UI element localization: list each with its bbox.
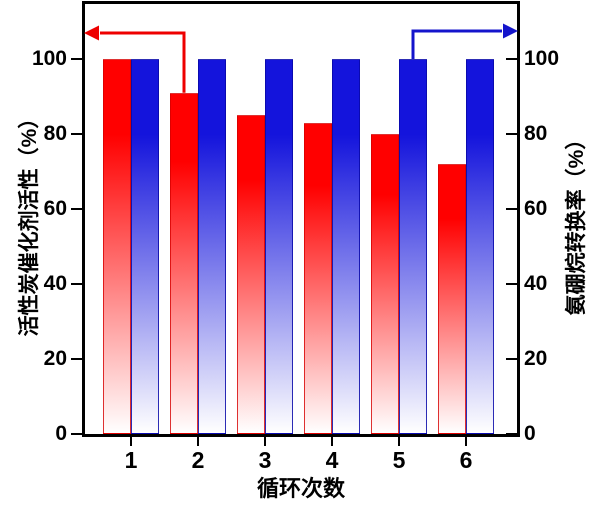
bar-blue-cycle-5 <box>399 59 427 434</box>
right-y-tick-label-40: 40 <box>524 272 548 295</box>
left-y-tick-0 <box>71 432 82 436</box>
x-tick-2 <box>196 437 200 446</box>
bar-red-cycle-4 <box>304 122 332 434</box>
right-y-tick-label-0: 0 <box>524 422 536 445</box>
left-y-tick-20 <box>71 357 82 361</box>
right-y-tick-label-20: 20 <box>524 347 548 370</box>
left-y-tick-40 <box>71 282 82 286</box>
right-y-tick-label-80: 80 <box>524 122 548 145</box>
right-axis-title: 氨硼烷转换率（%） <box>565 128 588 316</box>
x-tick-label-5: 5 <box>392 447 406 473</box>
x-tick-label-4: 4 <box>325 447 339 473</box>
left-y-tick-label-60: 60 <box>43 197 67 220</box>
left-y-tick-60 <box>71 207 82 211</box>
bar-red-cycle-6 <box>438 164 466 434</box>
right-y-tick-label-100: 100 <box>524 47 560 70</box>
x-axis-title: 循环次数 <box>256 476 345 501</box>
plot-area <box>85 4 517 434</box>
left-y-tick-label-0: 0 <box>55 422 67 445</box>
x-tick-3 <box>263 437 267 446</box>
right-y-tick-40 <box>506 282 517 286</box>
bar-blue-cycle-6 <box>466 59 494 434</box>
x-tick-label-6: 6 <box>459 447 473 473</box>
bar-red-cycle-5 <box>371 134 399 434</box>
left-axis-title: 活性炭催化剂活性（%） <box>18 107 41 337</box>
left-y-tick-label-20: 20 <box>43 347 67 370</box>
bar-blue-cycle-1 <box>131 59 159 434</box>
left-y-tick-label-100: 100 <box>31 47 67 70</box>
x-tick-6 <box>464 437 468 446</box>
bar-red-cycle-1 <box>103 59 131 434</box>
x-tick-1 <box>129 437 133 446</box>
x-tick-label-3: 3 <box>258 447 272 473</box>
x-tick-4 <box>330 437 334 446</box>
right-y-tick-0 <box>506 432 517 436</box>
bar-red-cycle-2 <box>170 92 198 434</box>
x-tick-label-1: 1 <box>124 447 138 473</box>
right-y-tick-100 <box>506 57 517 61</box>
bar-blue-cycle-3 <box>265 59 293 434</box>
right-y-tick-60 <box>506 207 517 211</box>
bar-red-cycle-3 <box>237 115 265 434</box>
left-y-tick-80 <box>71 132 82 136</box>
bar-blue-cycle-2 <box>198 59 226 434</box>
right-y-tick-80 <box>506 132 517 136</box>
right-y-tick-20 <box>506 357 517 361</box>
right-y-tick-label-60: 60 <box>524 197 548 220</box>
left-y-tick-100 <box>71 57 82 61</box>
bar-blue-cycle-4 <box>332 59 360 434</box>
x-tick-label-2: 2 <box>191 447 205 473</box>
x-tick-5 <box>397 437 401 446</box>
left-y-tick-label-40: 40 <box>43 272 67 295</box>
left-y-tick-label-80: 80 <box>43 122 67 145</box>
